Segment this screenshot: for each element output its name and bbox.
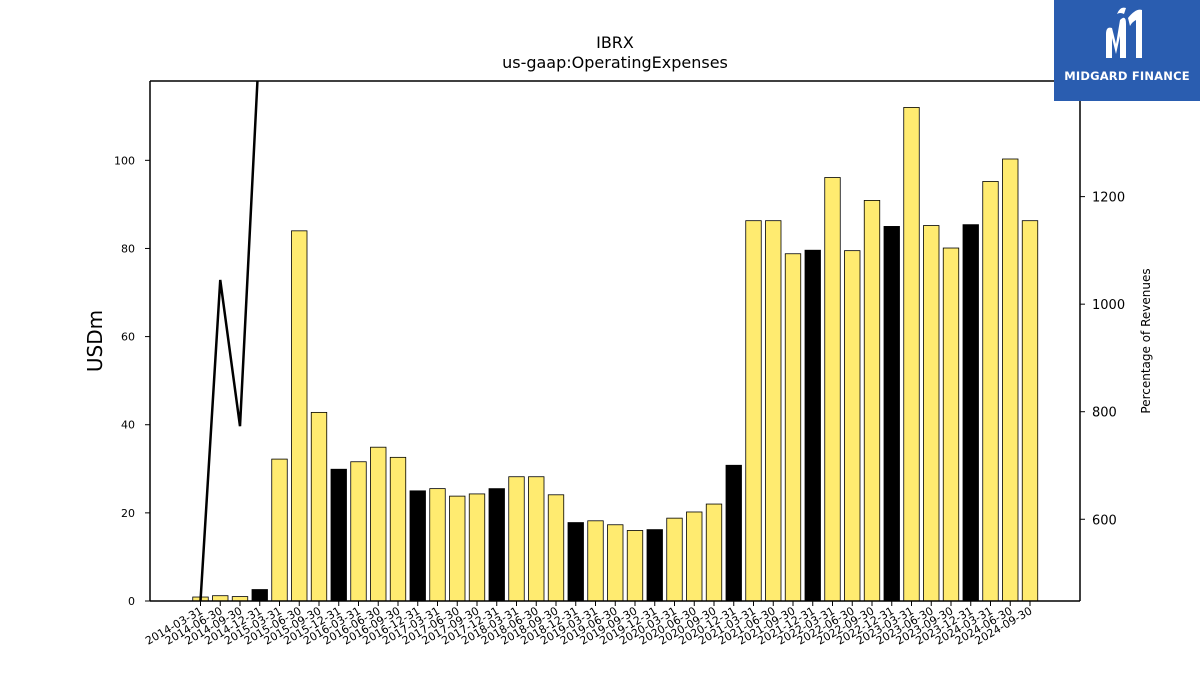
bar [449, 495, 466, 602]
bar [686, 511, 703, 602]
bar [1002, 158, 1019, 602]
bar [330, 468, 347, 602]
logo-text: MIDGARD FINANCE [1064, 69, 1190, 83]
y-tick-label: 40 [121, 419, 135, 432]
bar [350, 461, 367, 602]
bar [1021, 220, 1039, 602]
bar [370, 446, 387, 602]
bar [528, 476, 545, 602]
bar [982, 181, 999, 602]
y2-axis-label: Percentage of Revenues [1139, 268, 1153, 413]
bar [903, 107, 920, 602]
chart-title: IBRX [596, 33, 634, 52]
bar [587, 520, 604, 602]
bar [844, 250, 861, 602]
bar [804, 249, 821, 602]
bar [508, 476, 525, 602]
bar [488, 488, 505, 602]
bar [429, 488, 446, 602]
bar [310, 411, 328, 602]
bar [291, 230, 308, 602]
y-axis-label: USDm [83, 310, 107, 372]
bar [409, 490, 426, 602]
chart-subtitle: us-gaap:OperatingExpenses [502, 53, 728, 72]
y-tick-label: 0 [128, 595, 135, 608]
bar [883, 226, 900, 602]
bar [784, 253, 802, 602]
bar [745, 220, 762, 602]
y-tick-label: 100 [114, 154, 135, 167]
bar [646, 529, 663, 602]
bar [863, 200, 881, 602]
bar [468, 493, 486, 602]
bar [962, 224, 979, 602]
brand-logo: MIDGARD FINANCE [1054, 0, 1200, 101]
y2-tick-label: 1000 [1092, 298, 1125, 313]
bar [271, 458, 288, 602]
bar [824, 177, 841, 602]
y2-tick-label: 800 [1092, 406, 1117, 421]
bar [607, 524, 624, 602]
bar [547, 494, 565, 602]
bar [251, 589, 268, 602]
y2-tick-label: 600 [1092, 513, 1117, 528]
bar [389, 456, 407, 602]
bar [567, 522, 584, 602]
y2-tick-label: 1200 [1092, 191, 1125, 206]
y-tick-label: 20 [121, 507, 135, 520]
y-tick-label: 80 [121, 242, 135, 255]
plot-area: 020406080100600800100012002014-03-312014… [114, 80, 1125, 648]
line-series [199, 81, 259, 601]
y-tick-label: 60 [121, 331, 135, 344]
bar [725, 464, 742, 602]
bar [765, 220, 782, 602]
bar [942, 247, 960, 602]
bar [626, 530, 644, 602]
bar [923, 225, 940, 602]
bar [212, 595, 229, 602]
bar [666, 517, 683, 602]
logo-mark-icon [1106, 7, 1142, 58]
bar [705, 503, 723, 602]
